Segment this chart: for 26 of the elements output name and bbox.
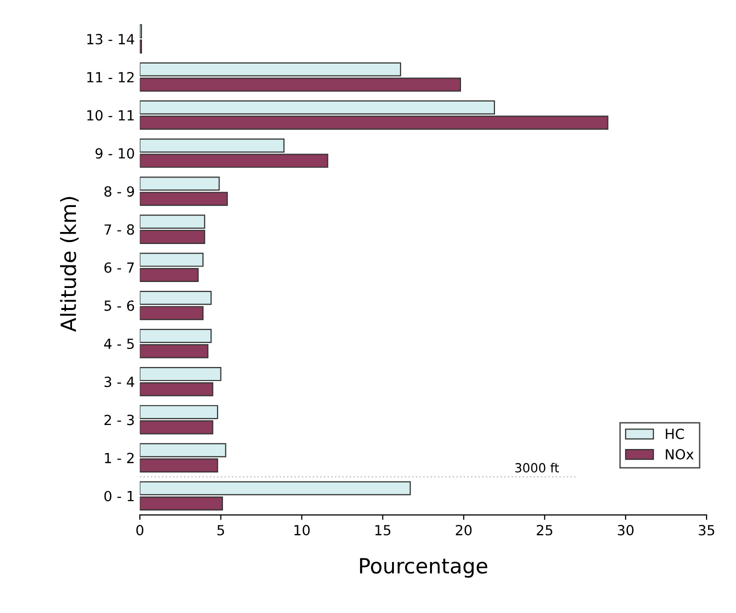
x-tick-label: 5 [217,525,224,536]
x-axis-title: Pourcentage [360,558,488,578]
y-tick-label: 5 - 6 [104,300,134,311]
y-tick-label: 13 - 14 [87,34,134,44]
y-tick-label: 7 - 8 [104,224,134,235]
annotation: 3000 ft [515,462,559,473]
legend-label: HC [666,428,684,440]
y-tick-label: 3 - 4 [104,376,134,388]
x-tick-label: 20 [456,524,472,536]
x-tick-label: 0 [136,524,144,536]
legend-label: NOx [666,449,694,460]
y-tick-label: 0 - 1 [104,490,134,502]
y-tick-label: 6 - 7 [104,262,134,273]
x-tick-label: 15 [375,525,390,536]
x-tick-label: 10 [294,524,310,536]
y-tick-label: 8 - 9 [104,186,134,197]
y-tick-label: 11 - 12 [87,72,134,82]
y-tick-label: 9 - 10 [96,148,134,159]
x-tick-label: 25 [536,524,552,536]
y-tick-label: 10 - 11 [87,110,134,121]
y-tick-label: 1 - 2 [104,452,134,464]
y-tick-label: 4 - 5 [104,338,134,350]
y-axis-title: Altitude (km) [60,197,79,332]
y-tick-label: 2 - 3 [104,414,134,426]
x-tick-label: 35 [698,524,714,536]
x-tick-label: 30 [618,524,634,536]
